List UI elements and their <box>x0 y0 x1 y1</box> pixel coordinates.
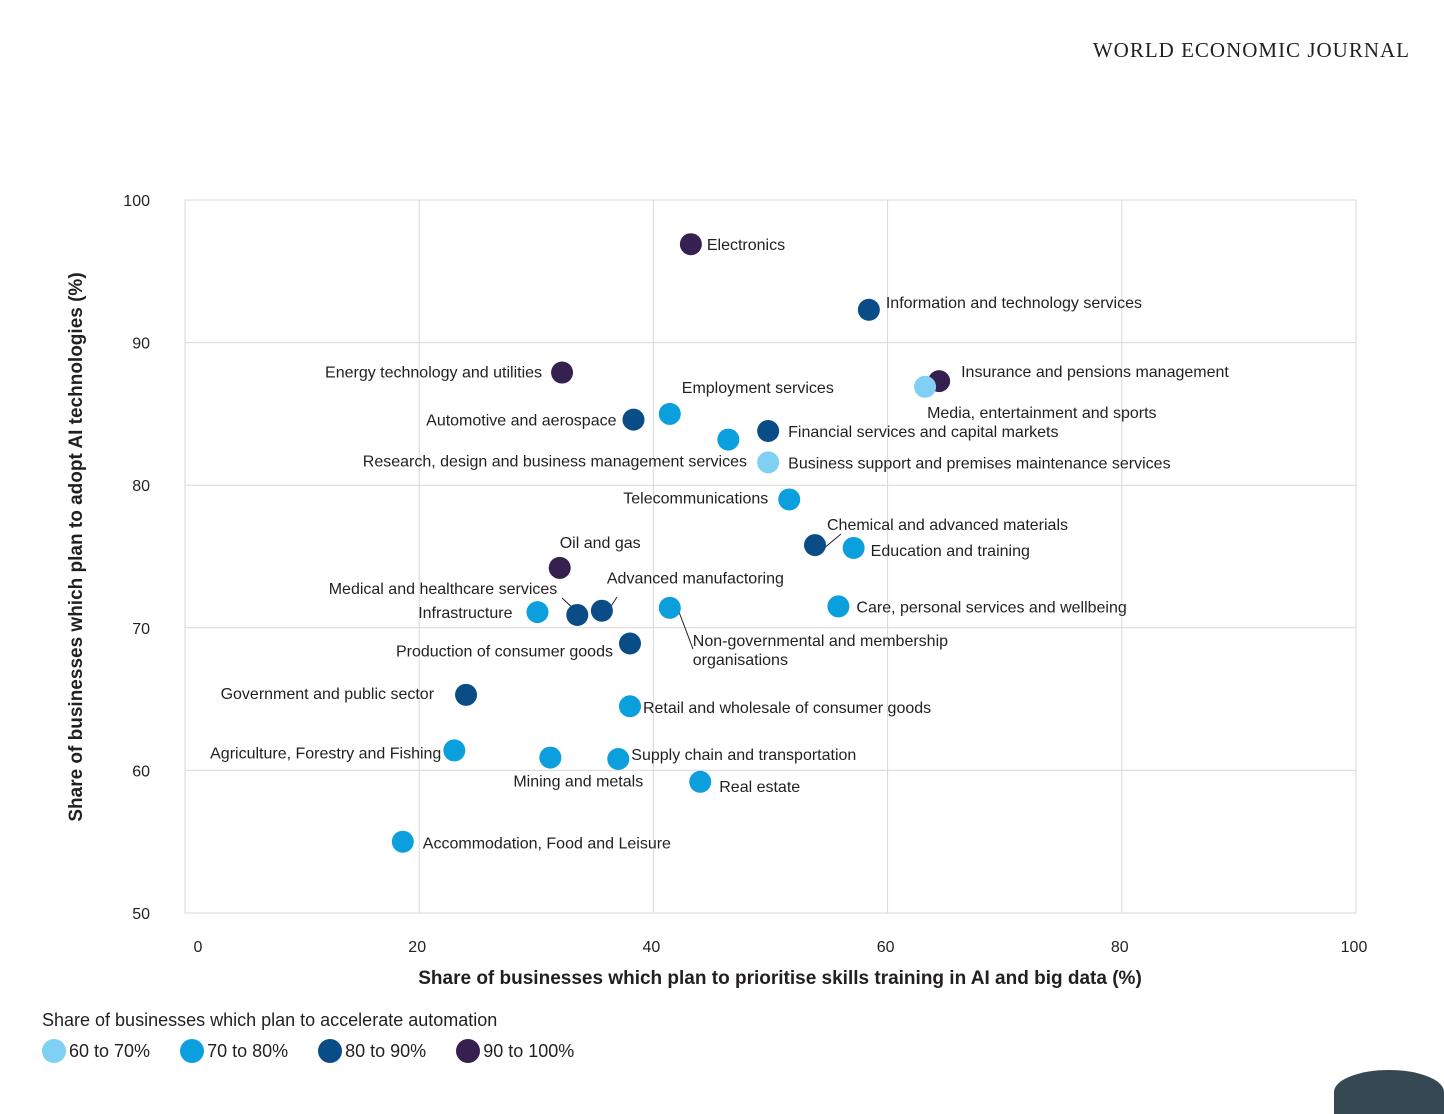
x-axis-ticks: 0 20 40 60 80 100 <box>194 939 1368 956</box>
point-label: Chemical and advanced materials <box>827 517 1068 534</box>
legend-item-70-80: 70 to 80% <box>180 1039 288 1063</box>
data-point <box>622 408 645 431</box>
corner-decoration <box>1334 1070 1444 1114</box>
point-label: Information and technology services <box>886 295 1142 312</box>
point-label: Infrastructure <box>418 605 512 622</box>
data-point <box>618 632 641 655</box>
legend-swatch-70-80 <box>180 1039 205 1063</box>
point-label: Financial services and capital markets <box>788 424 1058 441</box>
chart-grid <box>184 199 1357 914</box>
data-point <box>551 361 574 384</box>
point-label: Government and public sector <box>221 686 435 703</box>
data-point <box>455 683 478 706</box>
data-point <box>539 746 562 769</box>
legend-label-80-90: 80 to 90% <box>345 1040 427 1061</box>
data-point <box>803 534 826 557</box>
data-point <box>757 420 780 443</box>
point-label: Automotive and aerospace <box>426 413 616 430</box>
data-point <box>443 739 466 762</box>
data-point <box>857 298 880 321</box>
point-label: Oil and gas <box>560 535 641 552</box>
data-point <box>914 375 937 398</box>
data-points <box>391 233 951 853</box>
point-label: Medical and healthcare services <box>329 581 558 598</box>
point-label: Non-governmental and membership organisat… <box>693 633 948 669</box>
data-point <box>757 451 780 474</box>
legend-items: 60 to 70% 70 to 80% 80 to 90% 90 to 100% <box>42 1039 604 1063</box>
point-label: Media, entertainment and sports <box>927 405 1156 422</box>
y-axis-ticks: 100 90 80 70 60 50 <box>123 193 150 923</box>
point-label: Advanced manufactoring <box>607 571 784 588</box>
legend-label-70-80: 70 to 80% <box>207 1040 289 1061</box>
legend-item-80-90: 80 to 90% <box>318 1039 426 1063</box>
data-point <box>658 596 681 619</box>
x-tick-label: 20 <box>408 939 426 956</box>
data-point <box>566 603 589 626</box>
chart-legend: Share of businesses which plan to accele… <box>42 1010 604 1063</box>
data-point <box>778 488 801 511</box>
point-label: Supply chain and transportation <box>631 747 856 764</box>
point-label: Production of consumer goods <box>396 643 613 660</box>
data-point <box>689 770 712 793</box>
data-point <box>607 747 630 770</box>
y-tick-label: 50 <box>132 906 150 923</box>
scatter-chart: 100 90 80 70 60 50 0 20 40 60 80 100 Electronics In… <box>66 193 1368 989</box>
point-label: Agriculture, Forestry and Fishing <box>210 745 441 762</box>
data-point <box>842 536 865 559</box>
y-axis-title: Share of businesses which plan to adopt … <box>66 272 87 821</box>
data-point <box>590 599 613 622</box>
point-label: Business support and premises maintenanc… <box>788 455 1170 472</box>
point-label: Insurance and pensions management <box>961 364 1229 381</box>
point-label: Care, personal services and wellbeing <box>856 599 1126 616</box>
legend-item-90-100: 90 to 100% <box>456 1039 574 1063</box>
legend-swatch-60-70 <box>42 1039 66 1063</box>
data-point <box>526 601 549 624</box>
x-tick-label: 0 <box>194 939 203 956</box>
plot-frame <box>184 199 1357 914</box>
point-label: Retail and wholesale of consumer goods <box>643 700 931 717</box>
legend-swatch-80-90 <box>318 1039 343 1063</box>
point-label: Energy technology and utilities <box>325 365 542 382</box>
data-point <box>658 402 681 425</box>
point-label: Accommodation, Food and Leisure <box>423 836 671 853</box>
point-label: Employment services <box>682 380 834 397</box>
point-label: Real estate <box>719 779 800 796</box>
data-point <box>717 428 740 451</box>
data-point <box>391 830 414 853</box>
x-tick-label: 40 <box>643 939 661 956</box>
x-tick-label: 80 <box>1111 939 1129 956</box>
legend-title: Share of businesses which plan to accele… <box>42 1010 498 1030</box>
point-label: Research, design and business management… <box>363 454 747 471</box>
point-label: Telecommunications <box>623 490 768 507</box>
leader-line <box>822 533 842 550</box>
y-tick-label: 60 <box>132 763 150 780</box>
leader-line <box>678 611 694 650</box>
data-point <box>827 595 850 618</box>
y-tick-label: 100 <box>123 193 150 210</box>
legend-label-90-100: 90 to 100% <box>483 1040 575 1061</box>
data-point <box>679 233 702 256</box>
x-tick-label: 60 <box>877 939 895 956</box>
point-label: Education and training <box>871 543 1030 560</box>
publication-name: WORLD ECONOMIC JOURNAL <box>1092 38 1410 62</box>
x-tick-label: 100 <box>1341 939 1368 956</box>
legend-label-60-70: 60 to 70% <box>69 1040 151 1061</box>
data-point <box>548 556 571 579</box>
point-label: Mining and metals <box>513 774 643 791</box>
x-axis-title: Share of businesses which plan to priori… <box>418 968 1142 989</box>
legend-swatch-90-100 <box>456 1039 481 1063</box>
y-tick-label: 80 <box>132 478 150 495</box>
data-point <box>618 695 641 718</box>
point-label: Electronics <box>707 237 785 254</box>
y-tick-label: 70 <box>132 621 150 638</box>
y-tick-label: 90 <box>132 336 150 353</box>
data-labels: Electronics Information and technology se… <box>210 237 1229 852</box>
legend-item-60-70: 60 to 70% <box>42 1039 150 1063</box>
